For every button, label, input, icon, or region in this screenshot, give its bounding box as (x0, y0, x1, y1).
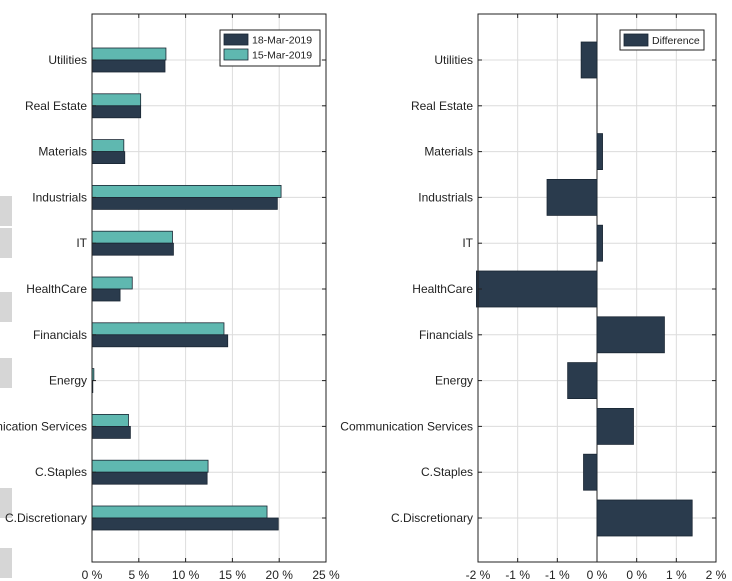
legend-label: Difference (652, 35, 700, 47)
x-tick-label: 0 % (587, 568, 608, 581)
category-label: nication Services (0, 419, 87, 433)
bar-difference (596, 316, 665, 354)
category-label: C.Staples (35, 465, 87, 479)
x-tick-label: -1 % (545, 568, 570, 581)
legend-label: 18-Mar-2019 (252, 35, 312, 47)
bar-difference (596, 407, 634, 445)
x-tick-label: 25 % (312, 568, 340, 581)
category-label: C.Staples (421, 465, 473, 479)
category-label: HealthCare (26, 282, 87, 296)
bar-series-18-mar (91, 334, 229, 348)
x-tick-label: 10 % (172, 568, 200, 581)
x-tick-label: -1 % (505, 568, 530, 581)
category-label: Utilities (48, 53, 87, 67)
legend: 18-Mar-2019 15-Mar-2019 (219, 29, 321, 67)
bar-series-15-mar (91, 459, 209, 473)
category-label: Real Estate (411, 99, 473, 113)
bar-series-15-mar (91, 505, 268, 519)
bar-series-18-mar (91, 105, 142, 119)
bar-series-15-mar (91, 322, 225, 336)
bar-series-18-mar (91, 151, 126, 165)
axes-box (91, 13, 327, 563)
bar-series-15-mar (91, 230, 173, 244)
x-tick-label: 15 % (219, 568, 247, 581)
bar-series-18-mar (91, 59, 166, 73)
bar-difference (476, 270, 598, 308)
bar-series-18-mar (91, 242, 174, 256)
category-label: IT (76, 236, 87, 250)
x-tick-label: 1 % (666, 568, 687, 581)
bar-difference (596, 224, 603, 262)
sector-weights-chart: Utilities Real Estate Materials Industrials… (0, 13, 340, 581)
bar-series-18-mar (91, 288, 121, 302)
bar-difference (567, 362, 598, 400)
bar-series-15-mar (91, 93, 142, 107)
bar-series-15-mar (91, 413, 129, 427)
bar-series-18-mar (91, 471, 208, 485)
bar-series-18-mar (91, 517, 279, 531)
category-label: Communication Services (340, 419, 473, 433)
difference-chart: Utilities Real Estate Materials Industrials… (340, 13, 727, 581)
category-label: Materials (38, 145, 87, 159)
bar-series-15-mar (91, 184, 282, 198)
category-label: C.Discretionary (5, 511, 87, 525)
category-label: IT (462, 236, 473, 250)
category-label: Industrials (32, 190, 87, 204)
legend: Difference (619, 29, 705, 51)
bar-series-18-mar (91, 425, 131, 439)
bar-difference (596, 499, 693, 537)
axes-box (477, 13, 717, 563)
bar-difference (546, 178, 598, 216)
category-label: Real Estate (25, 99, 87, 113)
bar-series-15-mar (91, 139, 125, 153)
x-tick-label: 2 % (706, 568, 727, 581)
category-label: C.Discretionary (391, 511, 473, 525)
legend-label: 15-Mar-2019 (252, 50, 312, 62)
bar-series-18-mar (91, 196, 278, 210)
category-label: Industrials (418, 190, 473, 204)
x-tick-label: 0 % (626, 568, 647, 581)
category-label: HealthCare (412, 282, 473, 296)
bar-series-15-mar (91, 276, 133, 290)
category-label: Energy (435, 374, 473, 388)
legend-swatch (623, 33, 649, 47)
category-label: Financials (33, 328, 87, 342)
category-label: Materials (424, 145, 473, 159)
legend-swatch (223, 48, 249, 61)
bar-difference (596, 133, 603, 171)
x-tick-label: 20 % (266, 568, 294, 581)
category-label: Utilities (434, 53, 473, 67)
category-label: Energy (49, 374, 87, 388)
x-tick-label: 5 % (128, 568, 149, 581)
bar-series-15-mar (91, 47, 167, 61)
bar-difference (583, 453, 598, 491)
legend-swatch (223, 33, 249, 46)
bar-difference (580, 41, 598, 79)
x-tick-label: 0 % (82, 568, 103, 581)
left-edge-strips (0, 196, 12, 578)
category-label: Financials (419, 328, 473, 342)
x-tick-label: -2 % (466, 568, 491, 581)
